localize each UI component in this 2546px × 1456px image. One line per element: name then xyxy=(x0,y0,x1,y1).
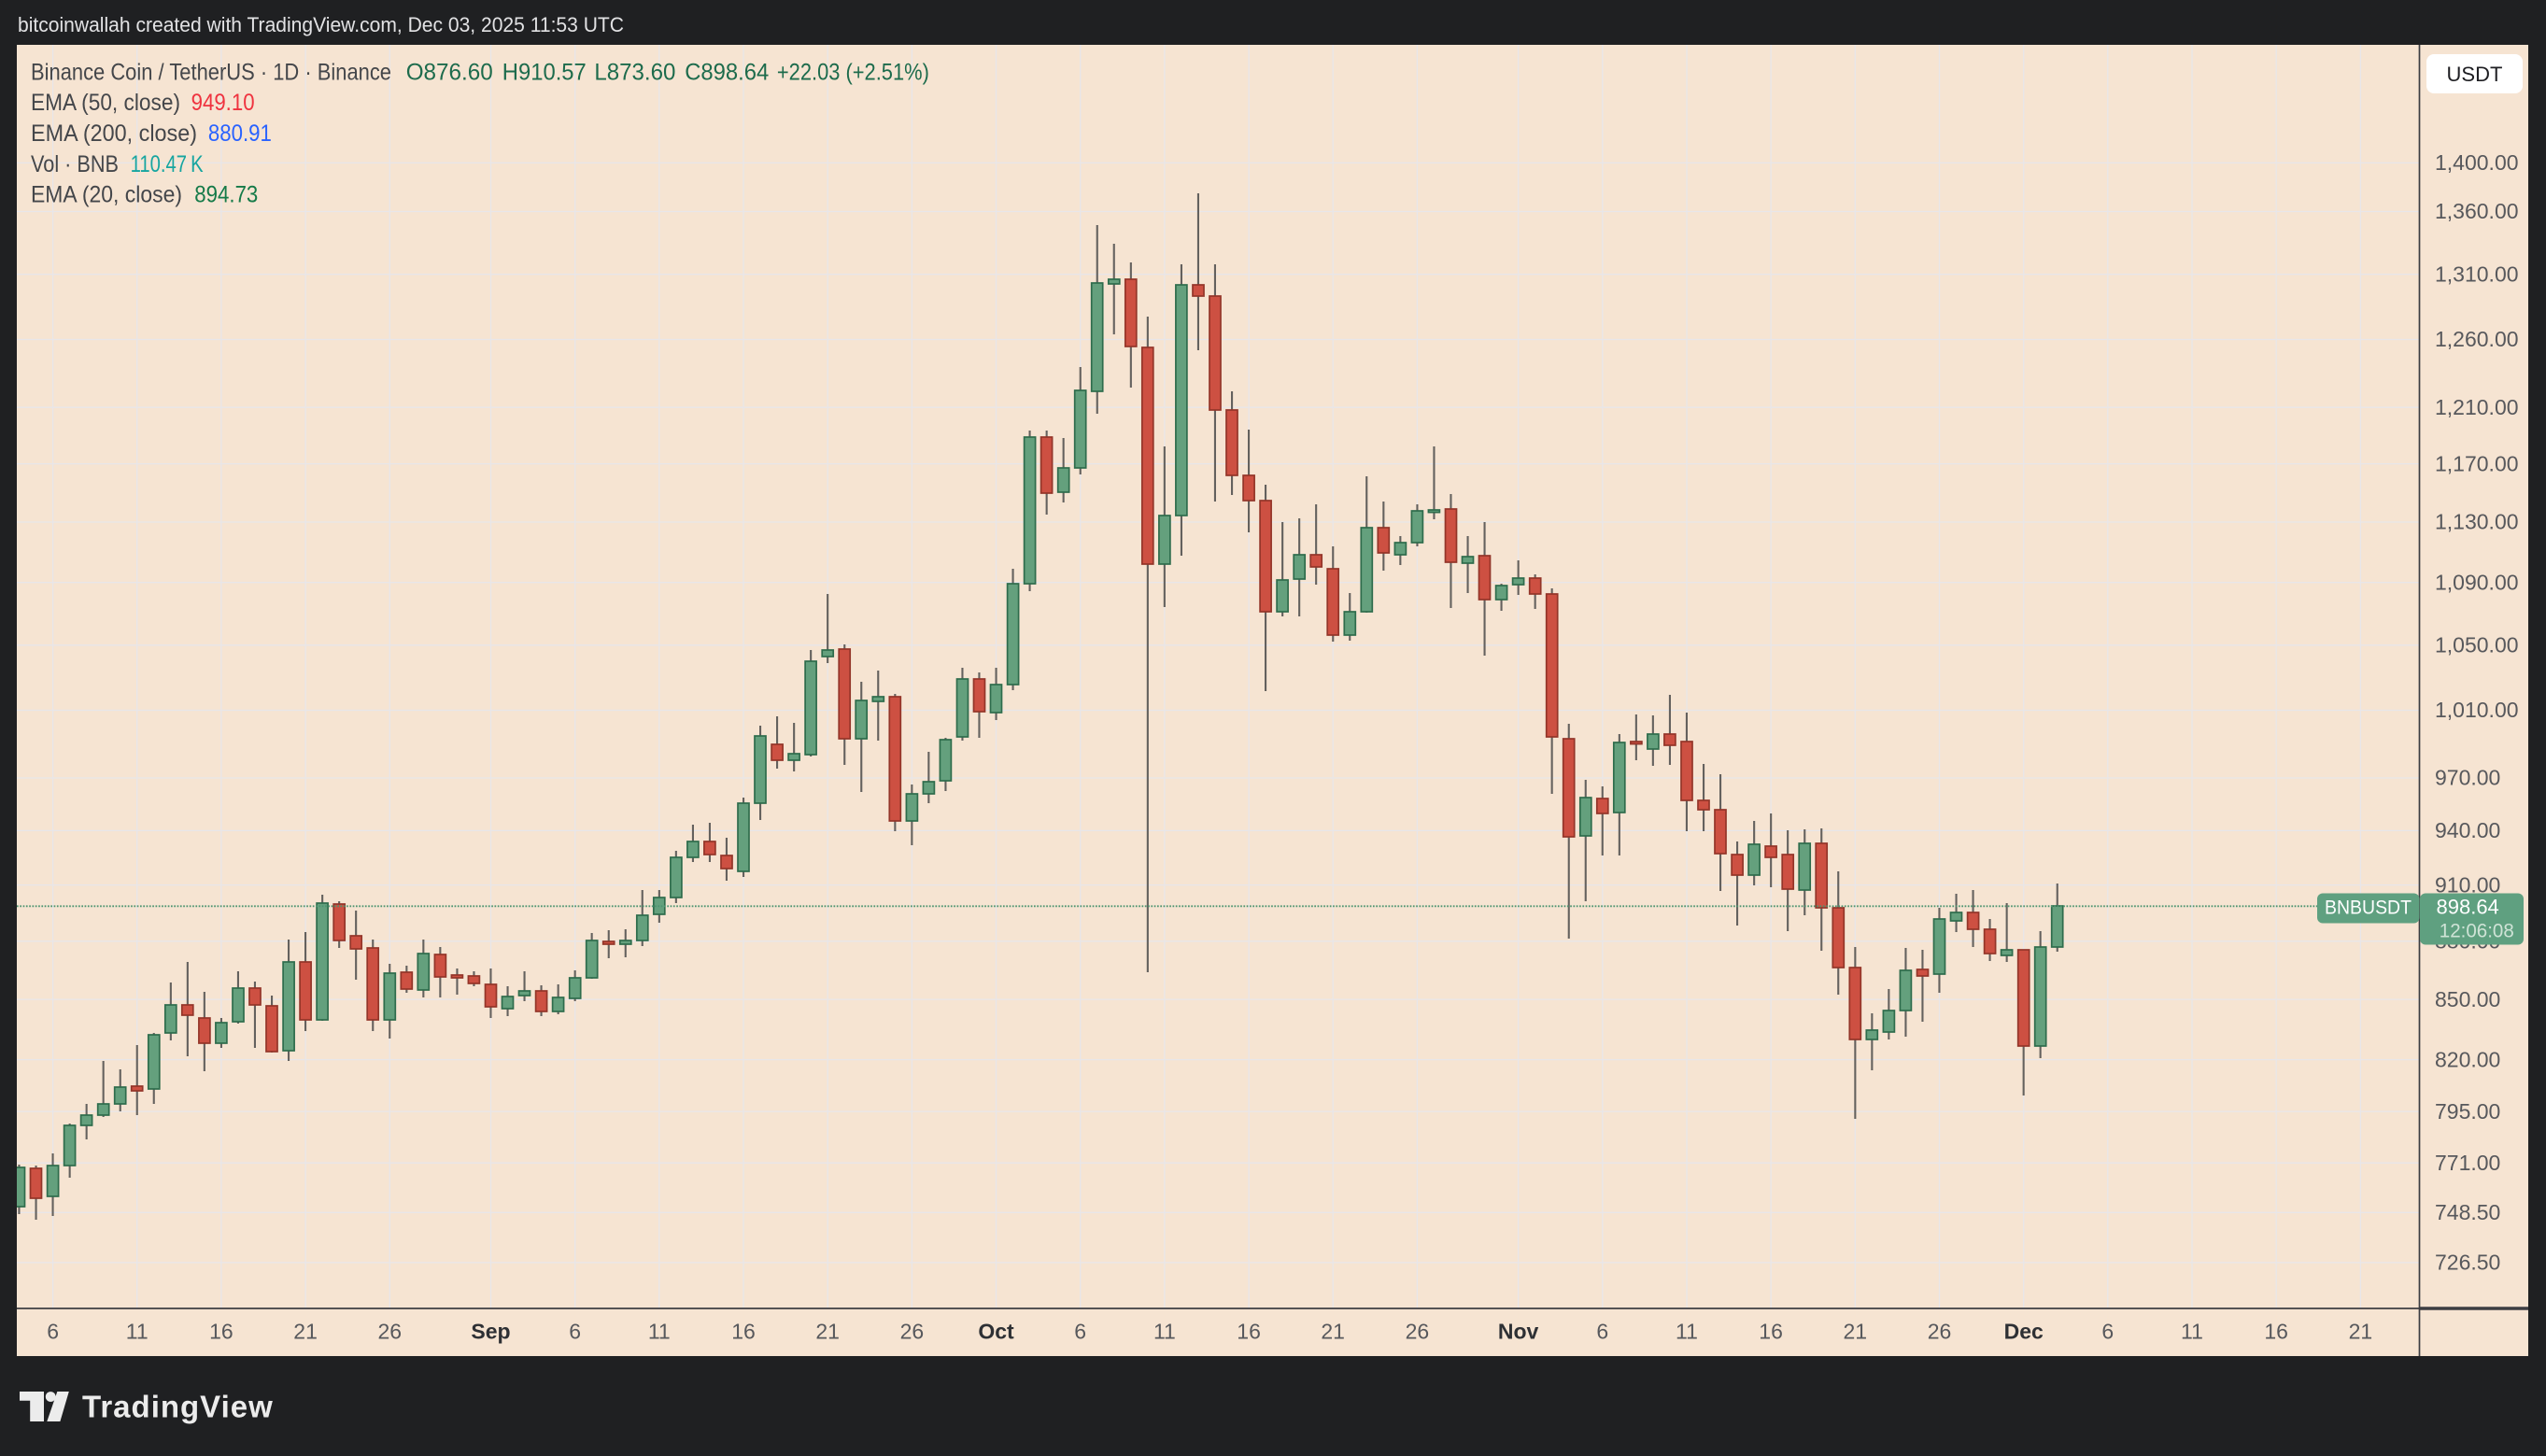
svg-text:16: 16 xyxy=(731,1320,756,1344)
svg-text:16: 16 xyxy=(209,1320,233,1344)
svg-text:820.00: 820.00 xyxy=(2435,1047,2500,1071)
svg-text:21: 21 xyxy=(293,1320,318,1344)
svg-text:1,090.00: 1,090.00 xyxy=(2435,570,2519,594)
svg-text:26: 26 xyxy=(900,1320,925,1344)
svg-text:Vol · BNB: Vol · BNB xyxy=(31,151,119,177)
svg-text:1,170.00: 1,170.00 xyxy=(2435,451,2519,475)
svg-text:16: 16 xyxy=(2264,1320,2288,1344)
svg-text:1,400.00: 1,400.00 xyxy=(2435,150,2519,175)
svg-text:+22.03 (+2.51%): +22.03 (+2.51%) xyxy=(777,59,929,85)
svg-text:26: 26 xyxy=(1928,1320,1952,1344)
svg-text:26: 26 xyxy=(378,1320,403,1344)
svg-text:12:06:08: 12:06:08 xyxy=(2440,920,2514,941)
svg-text:110.47 K: 110.47 K xyxy=(131,151,204,177)
svg-text:940.00: 940.00 xyxy=(2435,818,2500,842)
svg-text:11: 11 xyxy=(126,1320,149,1344)
svg-text:TradingView: TradingView xyxy=(82,1390,274,1424)
svg-text:894.73: 894.73 xyxy=(194,182,258,208)
svg-text:21: 21 xyxy=(2349,1320,2373,1344)
svg-text:H910.57: H910.57 xyxy=(502,59,587,85)
svg-text:949.10: 949.10 xyxy=(191,90,255,116)
svg-text:16: 16 xyxy=(1237,1320,1261,1344)
svg-text:1,050.00: 1,050.00 xyxy=(2435,633,2519,657)
svg-text:21: 21 xyxy=(1844,1320,1868,1344)
svg-text:EMA (20, close): EMA (20, close) xyxy=(31,182,182,208)
svg-text:21: 21 xyxy=(1321,1320,1345,1344)
svg-text:771.00: 771.00 xyxy=(2435,1151,2500,1175)
svg-text:bitcoinwallah created with Tra: bitcoinwallah created with TradingView.c… xyxy=(18,13,624,36)
svg-text:Nov: Nov xyxy=(1498,1320,1539,1344)
svg-text:11: 11 xyxy=(1153,1320,1176,1344)
svg-text:1,360.00: 1,360.00 xyxy=(2435,199,2519,223)
svg-text:898.64: 898.64 xyxy=(2437,896,2499,919)
svg-text:BNBUSDT: BNBUSDT xyxy=(2325,898,2412,919)
svg-text:6: 6 xyxy=(1074,1320,1086,1344)
svg-text:880.91: 880.91 xyxy=(208,120,272,147)
svg-text:Dec: Dec xyxy=(2004,1320,2044,1344)
svg-text:850.00: 850.00 xyxy=(2435,987,2500,1011)
svg-text:795.00: 795.00 xyxy=(2435,1099,2500,1124)
svg-text:6: 6 xyxy=(2101,1320,2114,1344)
svg-text:11: 11 xyxy=(1676,1320,1698,1344)
svg-text:748.50: 748.50 xyxy=(2435,1200,2500,1224)
svg-text:1,210.00: 1,210.00 xyxy=(2435,395,2519,419)
svg-text:970.00: 970.00 xyxy=(2435,766,2500,790)
svg-text:6: 6 xyxy=(1596,1320,1608,1344)
svg-text:6: 6 xyxy=(47,1320,59,1344)
svg-text:11: 11 xyxy=(648,1320,671,1344)
svg-text:16: 16 xyxy=(1759,1320,1783,1344)
svg-text:6: 6 xyxy=(569,1320,581,1344)
svg-text:1,310.00: 1,310.00 xyxy=(2435,262,2519,286)
svg-text:USDT: USDT xyxy=(2447,63,2503,86)
svg-text:21: 21 xyxy=(815,1320,840,1344)
svg-text:1,260.00: 1,260.00 xyxy=(2435,327,2519,351)
svg-text:11: 11 xyxy=(2181,1320,2203,1344)
svg-text:EMA (50, close): EMA (50, close) xyxy=(31,90,180,116)
svg-text:EMA (200, close): EMA (200, close) xyxy=(31,120,197,147)
svg-text:1,010.00: 1,010.00 xyxy=(2435,698,2519,722)
svg-text:Sep: Sep xyxy=(471,1320,510,1344)
svg-text:726.50: 726.50 xyxy=(2435,1251,2500,1275)
svg-text:Binance Coin / TetherUS · 1D ·: Binance Coin / TetherUS · 1D · Binance xyxy=(31,59,391,85)
svg-text:Oct: Oct xyxy=(978,1320,1014,1344)
svg-text:C898.64: C898.64 xyxy=(685,59,769,85)
svg-text:O876.60: O876.60 xyxy=(406,59,493,85)
svg-text:26: 26 xyxy=(1406,1320,1430,1344)
svg-text:910.00: 910.00 xyxy=(2435,872,2500,897)
svg-text:1,130.00: 1,130.00 xyxy=(2435,510,2519,534)
svg-text:L873.60: L873.60 xyxy=(594,59,675,85)
